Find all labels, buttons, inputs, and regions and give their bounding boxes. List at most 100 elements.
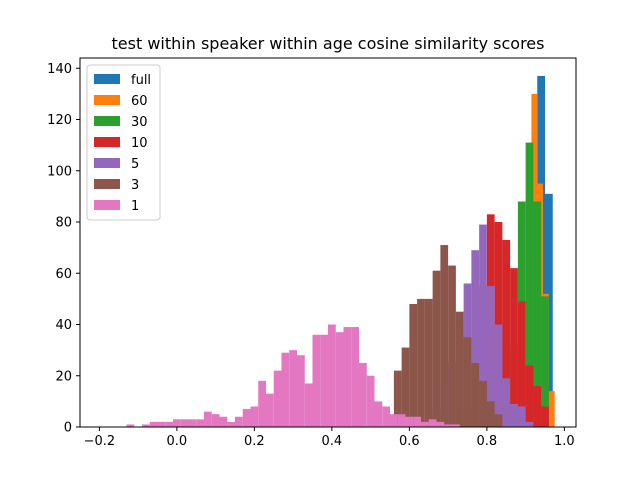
histogram-bar [533, 386, 542, 427]
y-axis: 0 20 40 60 80 100 120 140 [47, 62, 80, 436]
histogram-bar [328, 324, 336, 427]
y-tick-label: 120 [47, 113, 72, 128]
histogram-bar [390, 414, 398, 427]
histogram-bar [235, 416, 243, 427]
histogram-bar [510, 268, 518, 427]
histogram-bar [258, 380, 266, 427]
histogram-bar [393, 370, 402, 427]
y-tick-label: 0 [64, 421, 72, 436]
legend-label: 3 [131, 178, 139, 193]
histogram-bar [440, 245, 449, 427]
x-tick-label: 0.2 [244, 434, 265, 449]
histogram-bar [548, 391, 555, 427]
y-tick-label: 40 [55, 318, 72, 333]
histogram-bar [281, 352, 290, 427]
histogram-bar [432, 270, 441, 427]
histogram-bar [494, 414, 503, 427]
x-tick-label: 0.4 [322, 434, 343, 449]
histogram-bar [250, 406, 259, 427]
legend-label: 60 [131, 94, 148, 109]
legend-swatch [94, 74, 120, 84]
histogram-bar [188, 419, 197, 427]
legend: full 60 30 10 5 3 1 [86, 64, 161, 221]
series-3 [393, 245, 503, 427]
legend-swatch [94, 158, 120, 168]
histogram-bar [273, 370, 282, 427]
histogram-bar [312, 334, 321, 427]
histogram-bar [165, 421, 173, 427]
histogram-bar [428, 419, 437, 427]
histogram-bar [455, 311, 464, 427]
histogram-bar [417, 298, 425, 427]
histogram-bar [397, 414, 406, 427]
legend-label: 30 [131, 115, 148, 130]
histogram-bar [149, 421, 158, 427]
chart-title: test within speaker within age cosine si… [112, 34, 545, 53]
x-tick-label: 0.6 [399, 434, 420, 449]
histogram-bar [405, 416, 414, 427]
legend-label: 1 [131, 199, 139, 214]
histogram-bar [421, 421, 429, 427]
histogram-bar [444, 424, 452, 427]
legend-swatch [94, 200, 120, 210]
histogram-bar [366, 375, 375, 427]
histogram-bar [142, 424, 150, 427]
histogram-bar [471, 362, 480, 427]
histogram-bar [525, 365, 534, 427]
histogram-bar [289, 350, 297, 427]
histogram-bar [157, 421, 166, 427]
y-tick-label: 60 [55, 267, 72, 282]
histogram-bar [359, 362, 367, 427]
histogram-bar [173, 419, 181, 427]
histogram-bar [517, 301, 526, 427]
histogram-bar [374, 401, 383, 427]
legend-label: full [131, 73, 151, 88]
histogram-bar [297, 355, 305, 427]
histogram-bar [401, 347, 410, 427]
histogram-bar [502, 378, 511, 427]
legend-swatch [94, 179, 120, 189]
histogram-bar [525, 421, 534, 427]
histogram-bar [424, 298, 433, 427]
y-tick-label: 140 [47, 62, 72, 77]
histogram-bar [479, 224, 487, 427]
histogram-bar [320, 334, 328, 427]
histogram-bar [227, 421, 235, 427]
histogram-bar [219, 416, 228, 427]
histogram-bar [335, 332, 344, 427]
histogram-bar [351, 327, 359, 427]
histogram-bar [436, 421, 445, 427]
y-tick-label: 100 [47, 164, 72, 179]
legend-label: 10 [131, 136, 148, 151]
y-tick-label: 80 [55, 216, 72, 231]
histogram-bar [343, 327, 352, 427]
histogram-bar [126, 424, 135, 427]
series-1 [126, 324, 460, 427]
plot-frame [79, 57, 577, 428]
histogram-bar [452, 424, 460, 427]
histogram-bar [409, 304, 418, 427]
histogram-bar [502, 239, 511, 427]
legend-swatch [94, 95, 120, 105]
histogram-bar [413, 416, 421, 427]
histogram-bar [448, 265, 456, 427]
histogram-bar [242, 409, 251, 427]
x-tick-label: 1.0 [554, 434, 575, 449]
histogram-bar [479, 380, 487, 427]
legend-label: 5 [131, 157, 139, 172]
histogram-bar [196, 419, 204, 427]
histogram-bar [533, 201, 542, 427]
histogram-bar [517, 406, 526, 427]
histogram-bar [471, 250, 480, 427]
histogram-bar [486, 286, 495, 427]
histogram-bar [525, 142, 534, 427]
histogram-bar [266, 393, 274, 427]
x-axis: −0.2 0.0 0.2 0.4 0.6 0.8 1.0 [84, 427, 575, 449]
x-tick-label: 0.0 [167, 434, 188, 449]
histogram-bar [494, 324, 503, 427]
histogram-bar [463, 337, 472, 427]
histogram-bar [204, 411, 212, 427]
bars-layer [126, 75, 555, 427]
histogram-bar [304, 383, 313, 427]
